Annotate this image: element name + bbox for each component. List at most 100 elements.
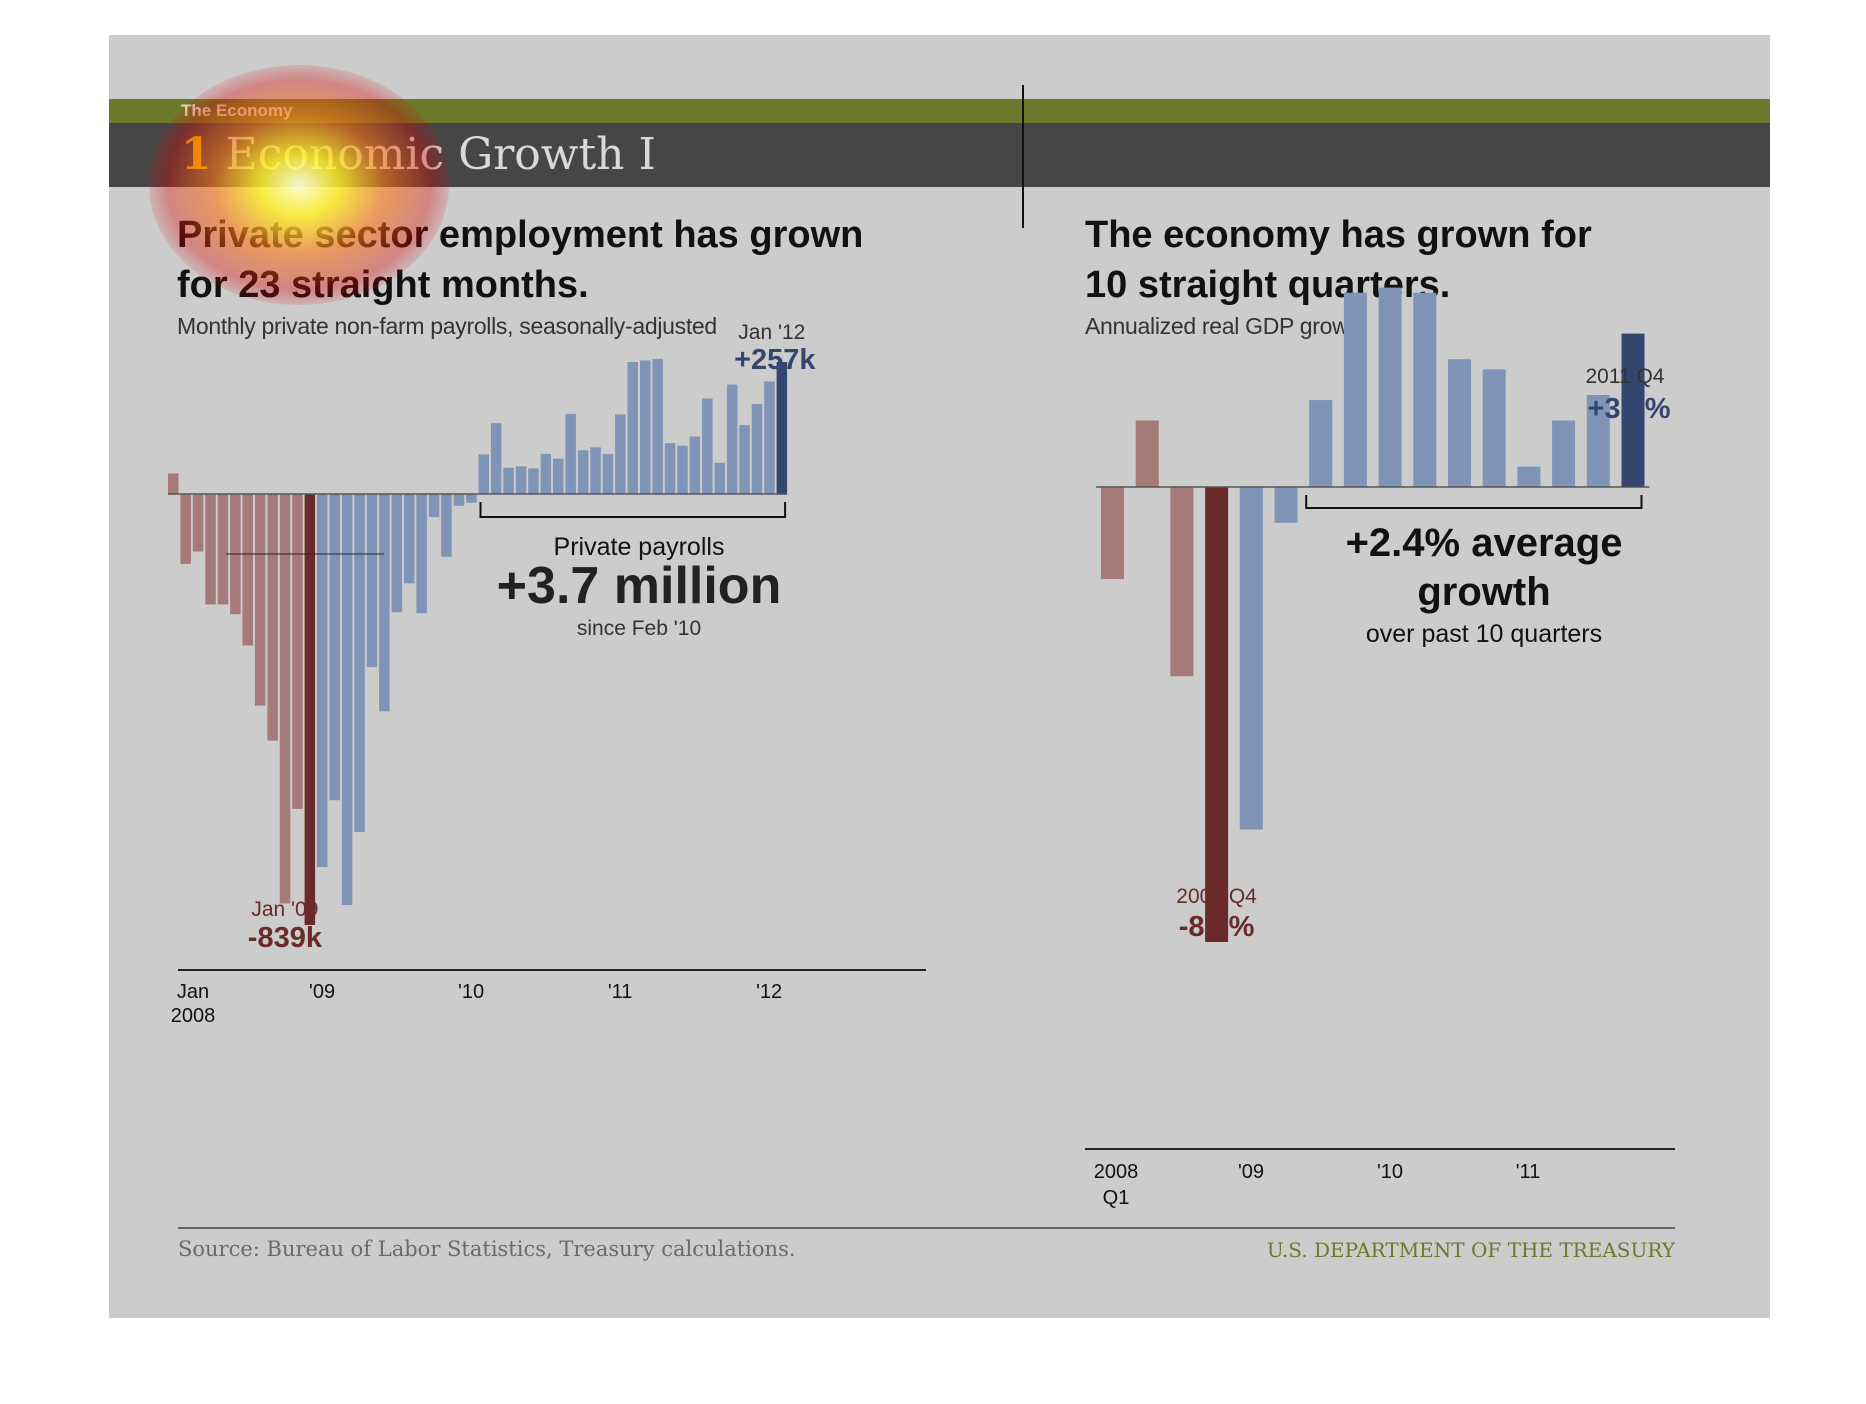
payrolls-bar [292,494,303,809]
gdp-bar [1413,292,1437,487]
payrolls-bar [615,414,626,494]
payrolls-x-tick-line: 2008 [171,1005,216,1027]
gdp-bar [1309,400,1333,487]
gdp-x-tick-label: 2008 Q1 [1094,1161,1139,1209]
payrolls-bracket [479,502,787,518]
gdp-bar [1205,487,1229,942]
gdp-bar [1552,420,1576,487]
payrolls-bar [180,494,191,564]
payrolls-bar [503,467,514,494]
payrolls-bracket-title: Private payrolls [554,533,725,561]
payrolls-bar [565,413,576,494]
payrolls-bar [714,462,725,494]
payrolls-bar [627,362,638,494]
payrolls-bar [478,454,489,494]
payrolls-bar [279,494,291,904]
left-subheading: Monthly private non-farm payrolls, seaso… [177,313,717,339]
payrolls-bar [341,494,353,905]
payrolls-bar [366,494,378,668]
right-subheading: Annualized real GDP growth [1085,313,1367,339]
payrolls-bar [664,443,676,494]
gdp-bar [1343,292,1367,487]
gdp-min-label: 2008 Q4 [1176,885,1257,908]
payrolls-bar [776,362,788,494]
payrolls-bar [553,458,564,494]
payrolls-bar [652,358,663,494]
gdp-min-value: -8.9% [1179,911,1255,943]
source-note: Source: Bureau of Labor Statistics, Trea… [178,1237,796,1261]
gdp-bar [1101,487,1124,579]
gdp-bar [1517,466,1541,487]
payrolls-x-tick-label: '10 [458,981,484,1003]
payrolls-bar [726,384,738,494]
payrolls-bar [640,360,651,494]
gdp-chart: +2.4% average growth over past 10 quarters… [1085,287,1675,1209]
gdp-bar [1274,487,1298,523]
payrolls-bar [540,453,552,494]
payrolls-bar [739,425,750,494]
payrolls-bar [168,473,179,494]
slide: The Economy 1 Economic Growth I Private … [109,35,1770,1318]
payrolls-bar [317,494,328,867]
gdp-bar [1135,420,1159,487]
gdp-x-tick-label: '11 [1516,1161,1541,1183]
payrolls-bracket-note: since Feb '10 [577,617,701,640]
gdp-last-label: 2011 Q4 [1585,365,1664,388]
payrolls-bar [453,494,465,506]
payrolls-x-tick-label: '11 [608,981,633,1003]
payrolls-bar [192,494,204,552]
payrolls-bar [590,447,601,494]
right-heading-line1: The economy has grown for [1085,214,1592,256]
payrolls-bar [764,381,775,494]
gdp-bar [1170,487,1194,677]
gdp-bracket-title-2: growth [1417,570,1550,614]
gdp-x-tick-label: '09 [1238,1161,1264,1183]
payrolls-min-label: Jan '09 [251,898,318,921]
payrolls-x-tick-label: '09 [309,981,335,1003]
payrolls-bar [217,494,229,605]
payrolls-min-value: -839k [248,922,323,954]
gdp-x-tick-line: Q1 [1103,1187,1130,1209]
left-heading-rest: employment has grown [428,214,864,256]
payrolls-x-tick-label: '12 [756,981,782,1003]
right-heading: The economy has grown for 10 straight qu… [1085,210,1592,310]
payrolls-bar [205,494,216,605]
payrolls-bar [354,494,365,832]
payrolls-bar [528,468,539,494]
gdp-bar [1239,487,1263,830]
gdp-bracket-note: over past 10 quarters [1366,620,1602,648]
payrolls-bar [329,494,340,801]
payrolls-bar [242,494,253,646]
payrolls-bar [490,423,502,494]
footer-rule [178,1227,1675,1229]
payrolls-bar [416,494,427,614]
gdp-x-tick-line: 2008 [1094,1161,1139,1183]
gdp-bracket [1305,495,1643,509]
payrolls-bar [267,494,278,741]
payrolls-bar [689,436,701,494]
payrolls-bar [751,404,763,494]
payrolls-bar [254,494,266,706]
payrolls-bar [428,494,440,518]
payrolls-bar [391,494,403,613]
payrolls-last-value: +257k [734,344,816,376]
payrolls-bar [702,398,713,494]
gdp-x-tick-label: '10 [1377,1161,1403,1183]
payrolls-bar [602,453,614,494]
payrolls-bar [515,466,527,494]
payrolls-x-tick-line: Jan [177,981,209,1003]
payrolls-bar [677,445,688,494]
payrolls-bar [441,494,452,557]
gdp-bar [1482,369,1506,487]
header-divider-line [1022,85,1024,228]
payrolls-bar [379,494,390,712]
gdp-bracket-title: +2.4% average [1346,521,1623,565]
gdp-bar [1378,287,1402,487]
payrolls-last-label: Jan '12 [738,321,805,344]
payrolls-bar [466,494,477,503]
treasury-wordmark: U.S. DEPARTMENT OF THE TREASURY [1266,1238,1675,1262]
gdp-bar [1448,359,1471,487]
gdp-last-value: +3.0% [1587,393,1670,425]
